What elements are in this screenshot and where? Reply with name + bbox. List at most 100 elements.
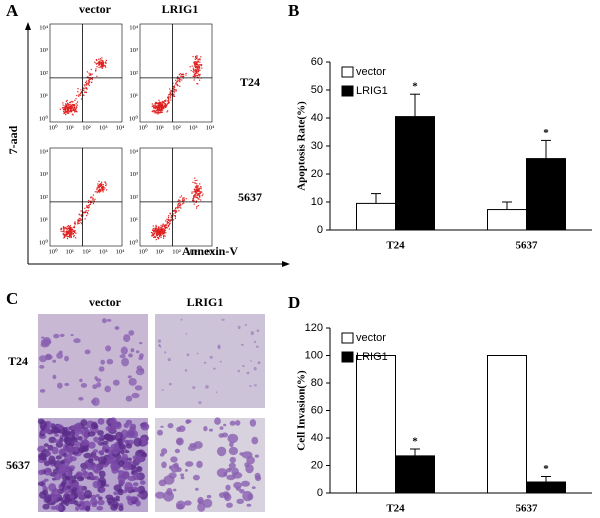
event-dot [105,66,107,68]
cell [69,494,75,499]
event-dot [91,196,93,198]
cell [195,487,199,491]
event-dot [164,235,166,237]
event-dot [163,228,165,230]
event-dot [70,104,72,106]
event-dot [102,66,104,68]
event-dot [67,228,69,230]
event-dot [194,66,196,69]
event-dot [161,106,163,108]
cell [161,461,167,469]
event-dot [88,84,90,87]
event-dot [85,209,87,212]
event-dot [190,69,192,72]
cell [53,473,62,481]
cell [88,441,96,449]
event-dot [87,210,89,212]
event-dot [196,65,198,67]
event-dot [199,73,201,76]
cell [226,502,233,508]
event-dot [166,220,168,223]
event-dot [61,107,64,109]
event-dot [192,70,194,73]
event-dot [196,66,198,68]
event-dot [175,82,177,84]
cell [246,503,252,507]
event-dot [86,206,88,208]
event-dot [104,62,106,64]
cell [98,366,105,372]
event-dot [71,113,73,115]
event-dot [169,223,171,225]
event-dot [65,103,67,105]
event-dot [201,191,203,193]
y-axis-label: Cell Invasion(%) [296,370,308,451]
event-dot [195,195,197,197]
event-dot [163,226,165,228]
cell [160,425,164,428]
tick-label: 10² [172,248,181,255]
image-background [38,314,148,408]
event-dot [157,232,159,234]
event-dot [157,103,159,105]
cell [135,466,143,473]
event-dot [157,102,159,104]
event-dot [195,71,197,73]
cell [93,475,99,481]
event-dot [183,199,185,201]
cell [44,427,51,434]
cell [116,435,121,439]
event-dot [168,94,170,96]
significance: * [543,463,549,475]
cell [59,437,64,443]
event-dot [163,235,165,238]
event-dot [84,87,86,89]
event-dot [63,109,65,111]
event-dot [64,233,66,235]
event-dot [155,102,157,105]
cell [205,385,209,389]
event-dot [156,106,158,108]
event-dot [160,228,162,230]
event-dot [160,236,162,238]
event-dot [196,61,198,63]
event-dot [172,90,174,92]
event-dot [170,90,172,92]
event-dot [194,75,196,77]
cell [64,436,72,446]
event-dot [83,94,85,96]
cell [80,439,90,446]
cell [254,454,259,458]
event-dot [153,232,155,235]
cell [134,487,141,493]
event-dot [182,200,185,202]
event-dot [102,191,104,193]
event-dot [172,87,174,89]
event-dot [80,89,82,91]
event-dot [73,225,76,227]
micrograph [37,417,150,513]
event-dot [152,228,154,230]
event-dot [192,56,194,58]
cell [223,472,227,477]
cell [242,344,245,346]
event-dot [164,100,166,102]
cell [164,351,167,354]
event-dot [155,230,157,232]
event-dot [89,203,91,205]
event-dot [165,100,167,102]
event-dot [70,107,72,109]
cell [170,456,178,463]
cell [166,487,173,496]
cell [228,446,238,456]
cell [59,448,66,455]
event-dot [152,109,154,111]
event-dot [70,228,73,230]
event-dot [88,72,90,74]
event-dot [159,103,161,105]
event-dot [169,97,172,99]
cell [71,429,76,434]
event-dot [158,226,160,228]
event-dot [102,188,104,190]
event-dot [160,227,162,230]
